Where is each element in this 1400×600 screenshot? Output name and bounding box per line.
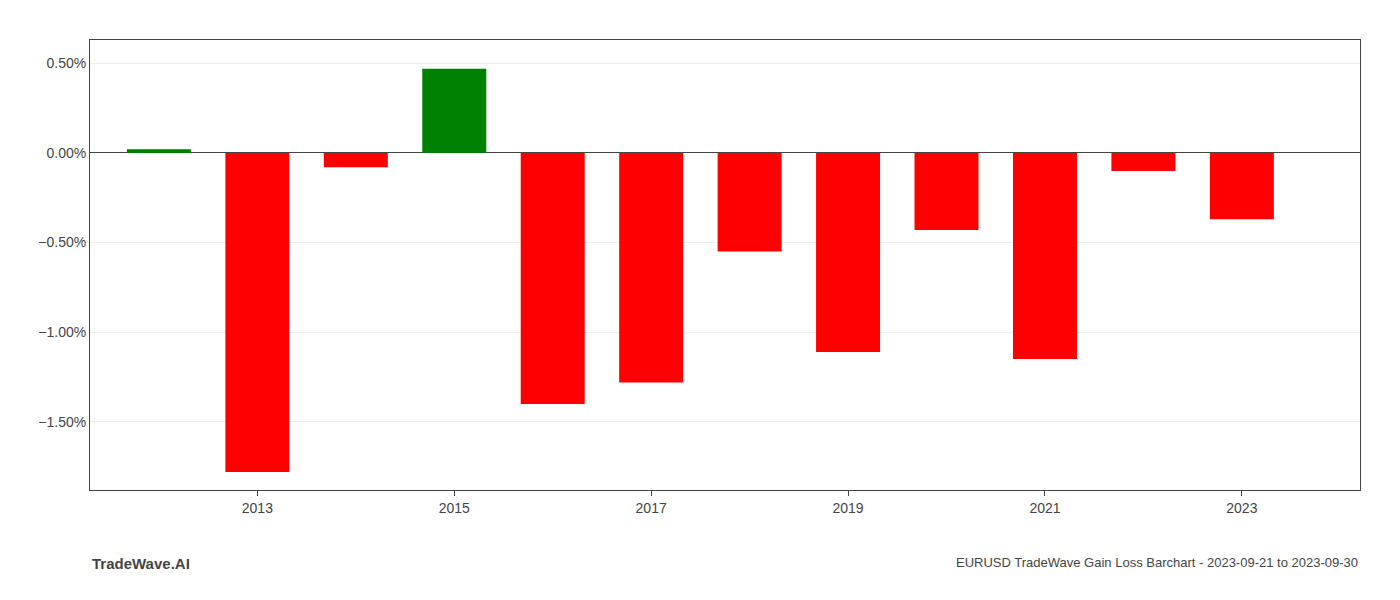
svg-text:2015: 2015 — [439, 500, 470, 516]
svg-text:2023: 2023 — [1226, 500, 1257, 516]
svg-text:EURUSD TradeWave Gain Loss Bar: EURUSD TradeWave Gain Loss Barchart - 20… — [956, 555, 1358, 570]
svg-text:2021: 2021 — [1029, 500, 1060, 516]
svg-text:−1.00%: −1.00% — [38, 324, 86, 340]
svg-text:2017: 2017 — [636, 500, 667, 516]
svg-text:0.00%: 0.00% — [46, 145, 86, 161]
svg-text:2019: 2019 — [832, 500, 863, 516]
svg-text:2013: 2013 — [242, 500, 273, 516]
svg-text:−0.50%: −0.50% — [38, 234, 86, 250]
svg-text:TradeWave.AI: TradeWave.AI — [92, 555, 190, 572]
svg-text:0.50%: 0.50% — [46, 55, 86, 71]
svg-text:−1.50%: −1.50% — [38, 414, 86, 430]
